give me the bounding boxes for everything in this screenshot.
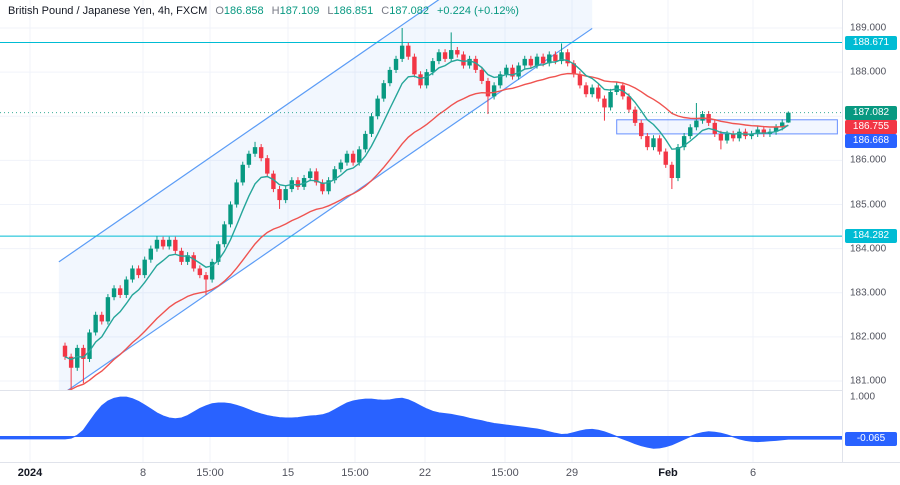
price-axis-tick: 185.000 [850,199,887,210]
symbol-title[interactable]: British Pound / Japanese Yen, 4h, FXCM [8,5,208,17]
ohlc-close: C 187.082 [381,5,429,17]
price-axis-tick: 188.000 [850,66,887,78]
price-axis-badge: 186.668 [845,134,897,149]
price-axis-tick: 183.000 [850,287,887,299]
price-axis-tick: 181.000 [850,375,887,387]
time-axis-tick: 29 [565,467,579,479]
ohlc-open: O 186.858 [215,5,264,17]
price-axis[interactable]: 189.000188.000187.000186.000185.000184.0… [842,0,900,463]
time-axis-tick: 15:00 [196,467,224,479]
price-axis-tick: 184.000 [850,243,887,255]
ohlc-high: H 187.109 [271,5,320,17]
time-axis-tick: 8 [139,467,147,479]
indicator-area [0,396,843,449]
price-axis-tick: 186.000 [850,154,887,166]
time-axis-tick: 22 [418,467,432,479]
price-change: +0.224 (+0.12%) [437,5,519,17]
time-axis-tick: 15 [281,467,295,479]
price-axis-badge: 186.755 [845,120,897,135]
time-axis-tick: 15:00 [491,467,519,479]
time-axis[interactable]: 2024 8 15:00 15 15:00 22 15:00 29 Feb 6 [0,462,900,485]
time-axis-tick: 6 [749,467,757,479]
symbol-legend: British Pound / Japanese Yen, 4h, FXCM O… [8,5,519,17]
price-axis-badge: 188.671 [845,35,897,50]
ohlc-low: L 186.851 [327,5,374,17]
time-axis-tick: 2024 [17,467,43,479]
price-axis-tick: 182.000 [850,331,887,343]
chart-canvas[interactable] [0,0,843,463]
grid [0,0,843,463]
indicator-axis-tick: 1.000 [850,391,876,403]
time-axis-tick: 15:00 [341,467,369,479]
ma-slow-line [64,72,789,391]
indicator-axis-badge: -0.065 [845,432,897,447]
price-axis-tick: 189.000 [850,22,887,34]
price-axis-badge: 184.282 [845,229,897,244]
time-axis-tick: Feb [658,467,678,479]
price-axis-badge: 187.082 [845,105,897,120]
ma-fast-line [64,58,789,361]
